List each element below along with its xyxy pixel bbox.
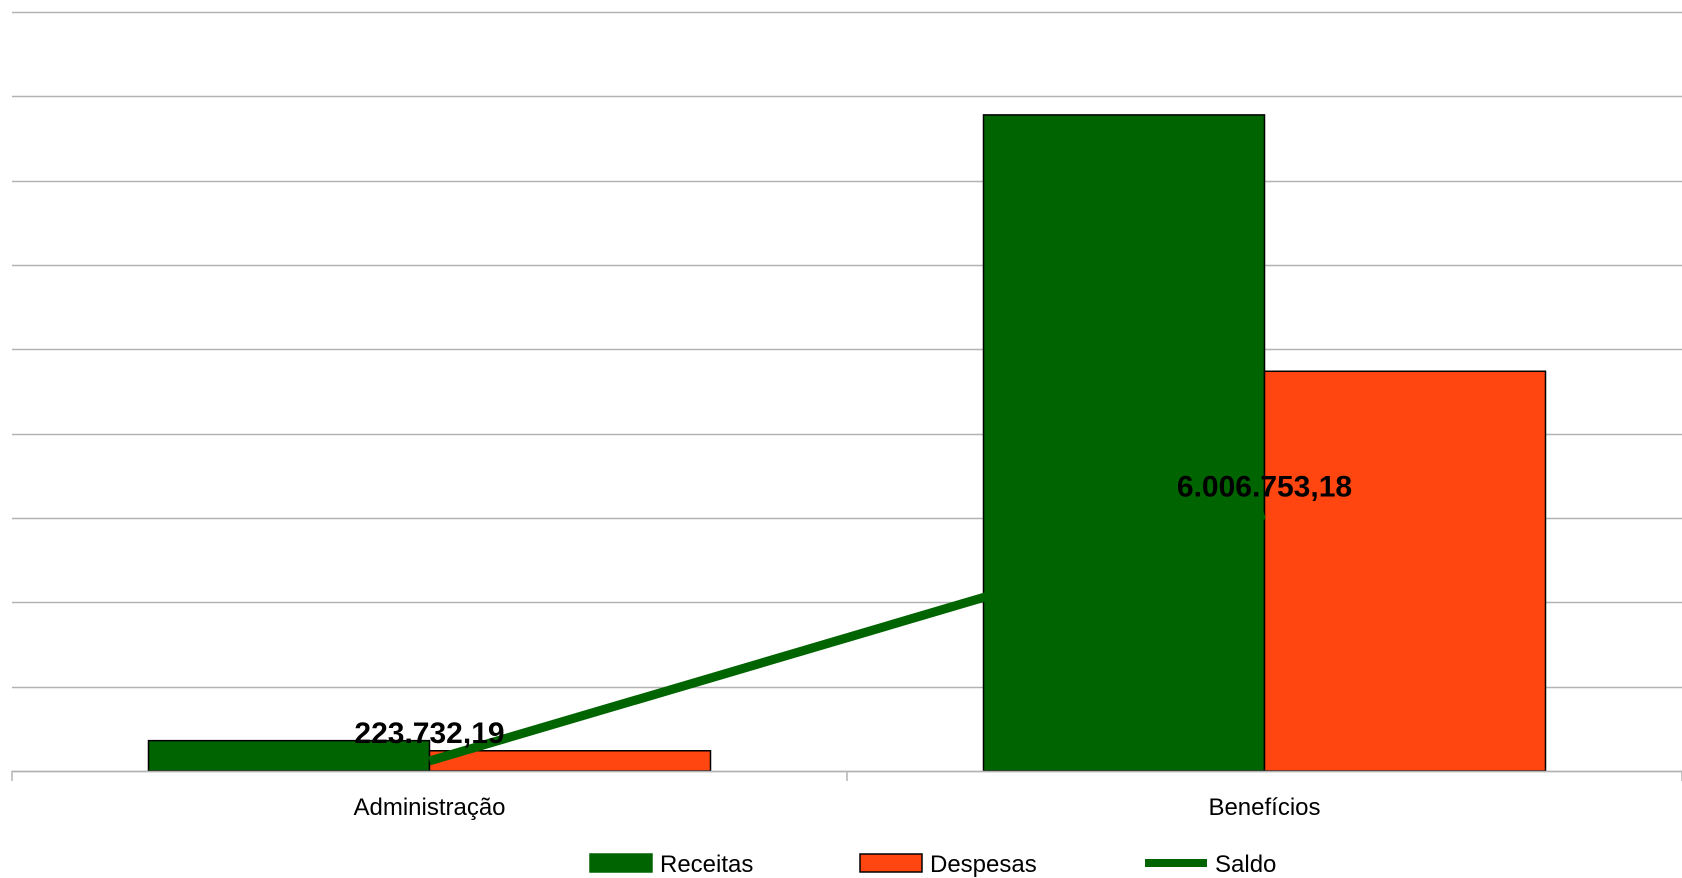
- legend-label-receitas: Receitas: [660, 851, 753, 878]
- bar-despesas-beneficios: [1263, 370, 1547, 772]
- x-tick-label-administracao: Administração: [353, 794, 505, 821]
- line-saldo: [428, 510, 1266, 766]
- bar-despesas-administracao: [428, 750, 712, 772]
- legend-item-despesas: Despesas: [859, 851, 1037, 878]
- legend-label-despesas: Despesas: [930, 851, 1037, 878]
- bars: [147, 114, 1547, 772]
- data-labels: 223.732,19 6.006.753,18: [354, 471, 1352, 750]
- legend-swatch-receitas: [589, 853, 653, 873]
- legend-swatch-despesas: [859, 853, 923, 873]
- x-axis: [11, 770, 1682, 781]
- bar-receitas-beneficios: [982, 114, 1266, 772]
- x-tick-labels: Administração Benefícios: [353, 794, 1320, 821]
- saldo-line: [428, 510, 1266, 766]
- legend-item-saldo: Saldo: [1145, 851, 1276, 878]
- gridlines: [12, 11, 1682, 773]
- legend-item-receitas: Receitas: [589, 851, 753, 878]
- data-label-saldo-beneficios: 6.006.753,18: [1177, 471, 1352, 504]
- data-label-saldo-administracao: 223.732,19: [354, 717, 504, 750]
- x-tick-label-beneficios: Benefícios: [1208, 794, 1320, 821]
- legend: Receitas Despesas Saldo: [589, 851, 1276, 878]
- legend-label-saldo: Saldo: [1215, 851, 1276, 878]
